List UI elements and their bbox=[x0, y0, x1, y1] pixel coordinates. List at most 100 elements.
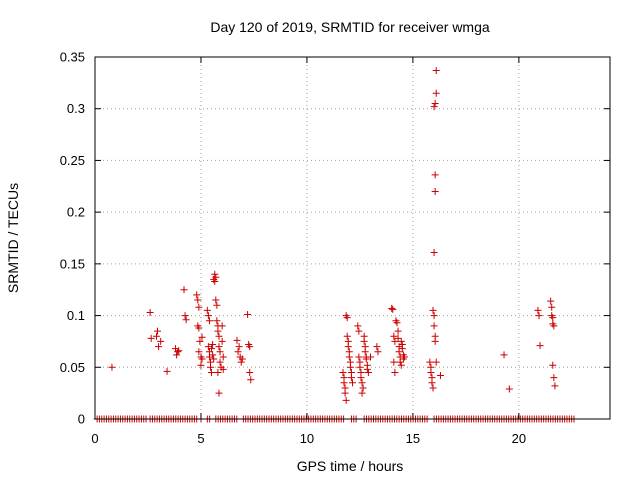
data-point bbox=[216, 348, 224, 356]
axis-ticks: 0 0.05 0.1 0.15 0.2 0.25 0.3 0.35 0 5 10 15 20 bbox=[60, 50, 610, 446]
data-point bbox=[550, 322, 558, 330]
grid bbox=[95, 57, 610, 419]
data-point bbox=[431, 100, 439, 108]
data-point bbox=[373, 343, 381, 351]
data-point bbox=[429, 384, 437, 392]
data-point bbox=[432, 66, 440, 74]
data-point bbox=[394, 334, 402, 342]
data-point bbox=[426, 358, 434, 366]
data-point bbox=[219, 365, 227, 373]
data-point bbox=[549, 314, 557, 322]
data-point bbox=[549, 361, 557, 369]
data-point bbox=[359, 384, 367, 392]
data-point bbox=[431, 337, 439, 345]
data-point bbox=[247, 376, 255, 384]
data-point bbox=[233, 336, 241, 344]
y-tick-label: 0.2 bbox=[67, 205, 85, 220]
data-point bbox=[208, 368, 216, 376]
data-point bbox=[235, 343, 243, 351]
data-point bbox=[364, 368, 372, 376]
data-point bbox=[349, 379, 356, 387]
x-tick-label: 10 bbox=[300, 431, 314, 446]
data-point bbox=[343, 332, 351, 340]
data-point bbox=[218, 322, 226, 330]
data-point bbox=[356, 363, 364, 371]
x-tick-label: 15 bbox=[406, 431, 420, 446]
data-point bbox=[238, 355, 246, 363]
data-point bbox=[355, 353, 363, 361]
data-point bbox=[374, 348, 382, 356]
data-point bbox=[430, 248, 438, 256]
data-point bbox=[218, 337, 226, 345]
data-point bbox=[367, 353, 375, 361]
data-point bbox=[362, 355, 370, 363]
data-point bbox=[429, 306, 437, 314]
data-point bbox=[216, 358, 224, 366]
y-tick-label: 0.35 bbox=[60, 50, 85, 65]
data-point bbox=[354, 322, 362, 330]
data-point bbox=[211, 277, 219, 285]
data-point bbox=[395, 348, 403, 356]
data-point bbox=[341, 389, 349, 397]
data-point bbox=[195, 348, 203, 356]
data-point bbox=[219, 353, 227, 361]
data-point bbox=[157, 337, 165, 345]
data-point bbox=[505, 385, 513, 393]
data-point bbox=[427, 368, 435, 376]
data-point bbox=[163, 367, 171, 375]
data-point bbox=[214, 327, 222, 335]
data-point bbox=[430, 103, 438, 111]
data-point bbox=[212, 296, 220, 304]
y-tick-label: 0 bbox=[78, 412, 85, 427]
data-point bbox=[358, 379, 366, 387]
data-points bbox=[93, 66, 578, 423]
data-point bbox=[393, 319, 401, 327]
data-point bbox=[500, 351, 508, 359]
data-point bbox=[108, 363, 116, 371]
data-point bbox=[154, 327, 162, 335]
data-point bbox=[209, 351, 217, 359]
plot-frame bbox=[94, 56, 611, 420]
data-point bbox=[340, 379, 348, 387]
data-point bbox=[246, 343, 254, 351]
data-point bbox=[215, 343, 223, 351]
x-tick-label: 0 bbox=[91, 431, 98, 446]
data-point bbox=[204, 312, 212, 320]
y-axis-label: SRMTID / TECUs bbox=[5, 183, 21, 293]
data-point bbox=[361, 348, 369, 356]
y-tick-label: 0.05 bbox=[60, 360, 85, 375]
data-point bbox=[203, 306, 211, 314]
data-point bbox=[347, 374, 355, 382]
data-point bbox=[246, 368, 254, 376]
data-point bbox=[363, 365, 371, 373]
data-point bbox=[397, 337, 405, 345]
data-point bbox=[358, 389, 366, 397]
y-tick-label: 0.25 bbox=[60, 153, 85, 168]
data-point bbox=[390, 332, 398, 340]
x-axis-label: GPS time / hours bbox=[297, 458, 404, 474]
data-point bbox=[182, 316, 190, 324]
data-point bbox=[180, 286, 188, 294]
data-point bbox=[152, 332, 160, 340]
x-tick-label: 20 bbox=[512, 431, 526, 446]
data-point bbox=[396, 358, 404, 366]
y-tick-label: 0.15 bbox=[60, 256, 85, 271]
data-point bbox=[357, 374, 365, 382]
data-point bbox=[360, 337, 368, 345]
data-point bbox=[194, 296, 202, 304]
data-point bbox=[398, 345, 406, 353]
data-point bbox=[436, 372, 444, 380]
data-point bbox=[550, 374, 558, 382]
data-point bbox=[432, 89, 440, 97]
data-point bbox=[210, 355, 218, 363]
data-point bbox=[536, 342, 544, 350]
data-point bbox=[197, 361, 205, 369]
data-point bbox=[146, 308, 154, 316]
data-point bbox=[397, 361, 405, 369]
data-point bbox=[346, 363, 354, 371]
data-point bbox=[534, 306, 542, 314]
data-point bbox=[147, 334, 155, 342]
data-point bbox=[155, 343, 163, 351]
data-point bbox=[428, 379, 436, 387]
